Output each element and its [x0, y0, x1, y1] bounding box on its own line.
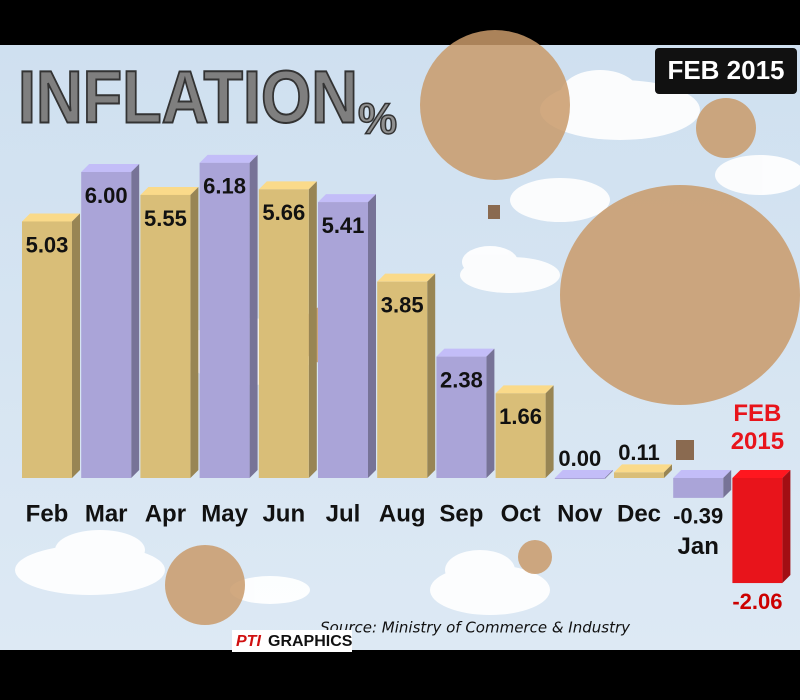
bar-side: [131, 164, 140, 478]
value-label: 3.85: [381, 292, 424, 317]
bar: [614, 472, 664, 478]
value-label: -0.39: [673, 504, 723, 529]
brand-text: GRAPHICS: [268, 633, 353, 650]
bar-side: [545, 385, 554, 478]
bar: [436, 356, 487, 478]
value-label: 5.55: [144, 206, 187, 231]
bar-top: [554, 470, 613, 478]
bar: [199, 162, 250, 478]
bar: [377, 281, 428, 478]
bar: [732, 478, 783, 584]
source: Source: Ministry of Commerce & Industry: [320, 619, 631, 637]
bar-top: [495, 385, 554, 394]
balloons: [165, 30, 800, 625]
bottom-band: [0, 650, 800, 700]
bar-top: [436, 348, 495, 357]
badge-box: [655, 48, 797, 94]
x-tick-label: Dec: [617, 500, 661, 527]
bar-top: [673, 470, 732, 478]
bar-top: [614, 464, 672, 473]
bar-top: [81, 164, 140, 172]
brand-logo: PTI: [236, 633, 261, 650]
unit: %: [358, 95, 397, 144]
bar: [495, 393, 546, 478]
value-label: 2.38: [440, 367, 483, 392]
value-label: 0.11: [618, 440, 660, 465]
bar-top: [258, 181, 317, 190]
x-tick-label: Sep: [439, 500, 483, 527]
bar-side: [723, 470, 732, 498]
bar: [258, 189, 309, 478]
bar: [554, 478, 605, 479]
bar: [673, 478, 724, 498]
x-tick-label: Jun: [262, 500, 305, 527]
x-tick-label: Aug: [379, 500, 426, 527]
value-label: 5.66: [262, 200, 305, 225]
x-tick-label: Feb: [26, 500, 69, 527]
bar-side: [72, 213, 80, 478]
badge: FEB 2015: [667, 55, 784, 85]
x-tick-label: Nov: [557, 500, 603, 527]
value-label: 5.41: [322, 213, 365, 238]
bar-side: [249, 154, 258, 478]
bar-side: [308, 181, 317, 478]
bar: [140, 194, 191, 478]
bar: [81, 172, 132, 478]
bar-top: [318, 194, 376, 203]
highlight-label: FEB 2015: [730, 400, 785, 455]
value-label: -2.06: [732, 589, 782, 614]
bar-top: [377, 273, 436, 282]
chart-title: INFLATION: [18, 56, 358, 139]
value-label: 1.66: [499, 404, 542, 429]
value-label: 0.00: [558, 446, 601, 471]
bar-top: [732, 470, 791, 478]
x-tick-label: Oct: [501, 500, 541, 527]
bar-side: [427, 273, 436, 478]
value-label: 5.03: [26, 232, 69, 257]
bar-top: [140, 186, 199, 195]
bar-top: [199, 154, 258, 163]
x-tick-label: Jul: [326, 500, 361, 527]
x-tick-label: Jan: [678, 533, 719, 560]
value-label: 6.18: [203, 174, 246, 199]
x-tick-label: Mar: [85, 500, 128, 527]
brand-box: [232, 630, 352, 652]
x-tick-label: Apr: [145, 500, 186, 527]
bar-side: [782, 470, 791, 584]
x-tick-label: May: [201, 500, 248, 527]
bar-side: [664, 464, 672, 478]
bar-side: [368, 194, 376, 478]
bar: [318, 202, 368, 478]
bar-top: [22, 213, 80, 222]
bar-side: [190, 186, 199, 478]
bar-side: [604, 470, 613, 479]
bar-side: [486, 348, 495, 478]
value-label: 6.00: [85, 183, 128, 208]
bar: [22, 221, 72, 478]
